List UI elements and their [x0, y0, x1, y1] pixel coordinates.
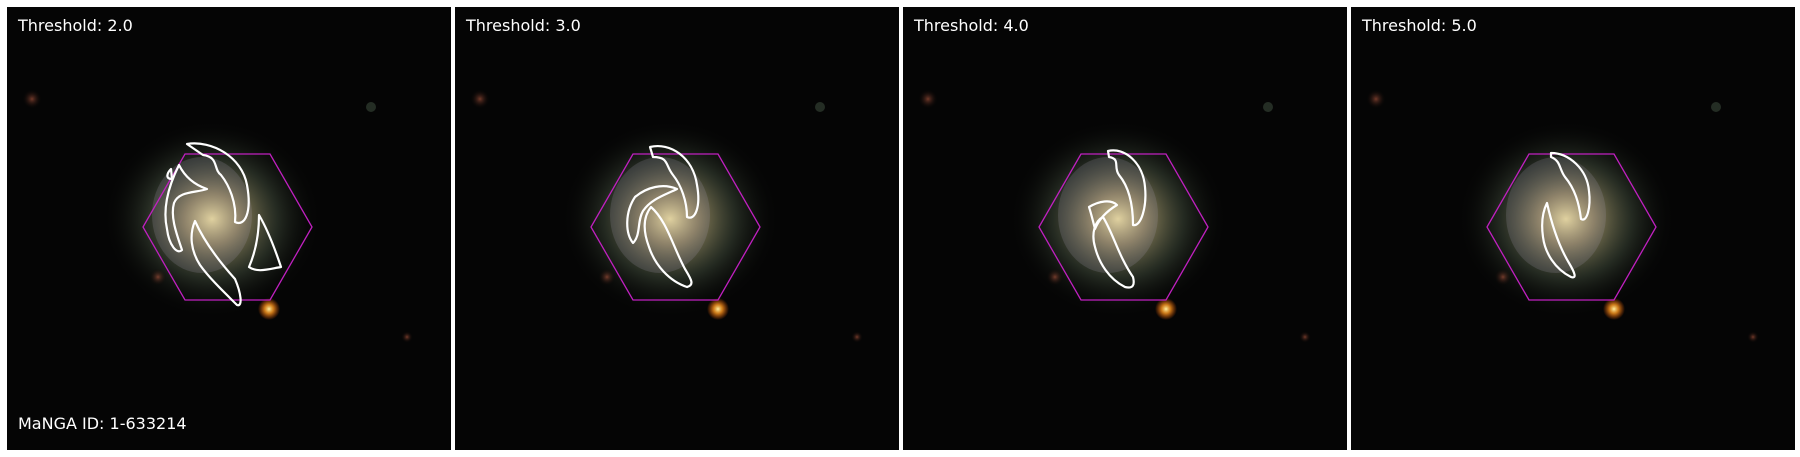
galaxy-panel-4: Threshold: 5.0: [1351, 7, 1795, 450]
threshold-label: Threshold: 2.0: [18, 16, 133, 35]
arm-contours: [1541, 151, 1591, 279]
manga-id-label: MaNGA ID: 1-633214: [18, 414, 187, 433]
threshold-label: Threshold: 5.0: [1362, 16, 1477, 35]
galaxy-panel-3: Threshold: 4.0: [903, 7, 1347, 450]
galaxy-panel-1: Threshold: 2.0 MaNGA ID: 1-633214: [7, 7, 451, 450]
galaxy-image: [455, 7, 899, 450]
galaxy-image: [903, 7, 1347, 450]
foreground-star: [1155, 298, 1177, 320]
hexagon-footprint: [1038, 153, 1209, 301]
foreground-star: [1603, 298, 1625, 320]
foreground-star: [258, 298, 280, 320]
galaxy-image: [7, 7, 451, 450]
hexagon-footprint: [1486, 153, 1657, 301]
arm-contours: [1087, 149, 1147, 289]
galaxy-image: [1351, 7, 1795, 450]
galaxy-panel-2: Threshold: 3.0: [455, 7, 899, 450]
threshold-label: Threshold: 3.0: [466, 16, 581, 35]
arm-contours: [164, 142, 283, 307]
hexagon-footprint: [590, 153, 761, 301]
arm-contours: [626, 144, 700, 289]
hexagon-footprint: [142, 153, 313, 301]
threshold-label: Threshold: 4.0: [914, 16, 1029, 35]
foreground-star: [707, 298, 729, 320]
